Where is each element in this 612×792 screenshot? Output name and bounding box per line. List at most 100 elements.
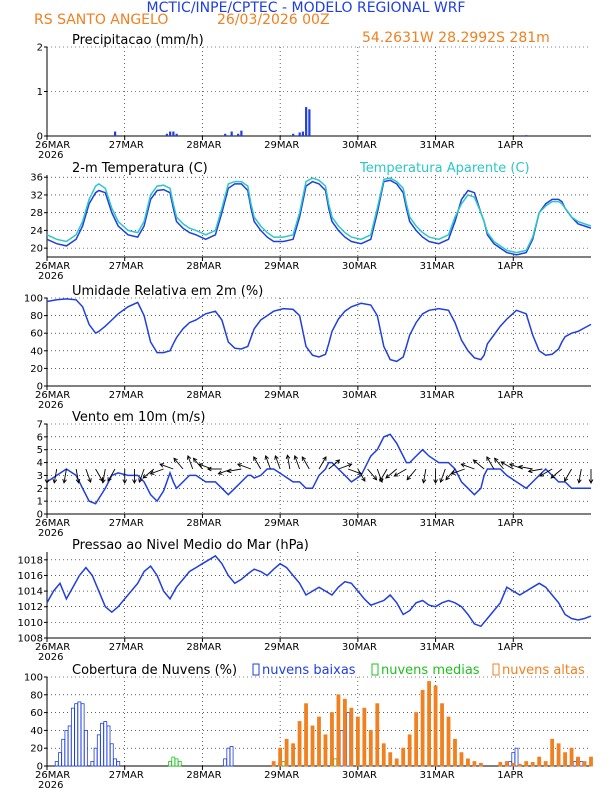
wind-arrow [265, 455, 271, 470]
cloud-ytick-label: 0 [37, 762, 43, 773]
precip-bar [165, 133, 169, 136]
wind-arrow-head [87, 478, 92, 484]
wind-ytick-label: 5 [37, 445, 43, 456]
temp-xtick-label: 29MAR [264, 261, 299, 272]
cloud-bar-orange [317, 716, 321, 767]
rh-xtick-label: 29MAR [264, 390, 299, 401]
cloud-bar-blue [77, 701, 82, 767]
wind-arrow [422, 468, 427, 483]
pres-year-label: 2026 [38, 652, 63, 663]
wind-arrow [367, 468, 377, 481]
wind-arrow [63, 468, 67, 483]
pres-panel: 1008 1010 1012 1014 1016 1018 26MAR 27MAR 28MAR 2… [18, 538, 592, 663]
cloud-ytick-label: 40 [30, 726, 43, 737]
precip-bar [237, 133, 240, 136]
cloud-bar-blue [226, 747, 231, 767]
wind-arrow [193, 457, 203, 470]
wind-arrow [274, 455, 281, 470]
precip-bar [114, 131, 117, 136]
wind-arrow [347, 468, 362, 475]
cloud-bar-orange [278, 747, 283, 767]
cloud-bar-orange [466, 758, 470, 767]
wind-xtick-label: 30MAR [342, 518, 377, 529]
cloud-bar-orange [459, 752, 464, 767]
header-location: RS SANTO ANGELO [34, 12, 168, 28]
pres-series-blue [46, 554, 592, 628]
cloud-bar-blue [80, 703, 85, 767]
temp-series-cyan [46, 177, 592, 254]
wind-arrow-head [62, 478, 67, 484]
cloud-xtick-label: 30MAR [342, 770, 377, 781]
precip-bar [301, 131, 305, 136]
cloud-bar-blue [90, 761, 95, 767]
wind-arrow [461, 463, 475, 470]
wind-arrow [142, 468, 155, 479]
precip-ytick-label: 1 [37, 87, 43, 98]
cloud-bar-green [174, 758, 179, 767]
wind-xtick-label: 28MAR [186, 518, 221, 529]
cloud-legend-swatch [371, 663, 379, 676]
wind-arrow-head [493, 457, 499, 463]
precip-xtick-label: 31MAR [420, 140, 455, 151]
cloud-bar-blue [514, 747, 519, 767]
cloud-bar-blue [113, 758, 117, 767]
wind-arrow-head [527, 468, 533, 474]
wind-arrow-head [322, 456, 327, 461]
precip-bar [175, 133, 178, 136]
rh-title: Umidade Relativa em 2m (%) [72, 284, 263, 299]
temp-xtick-label: 28MAR [186, 261, 221, 272]
cloud-legend-swatch [252, 663, 260, 676]
cloud-bar-orange [530, 762, 535, 767]
pres-title: Pressao ao Nivel Medio do Mar (hPa) [72, 538, 309, 553]
temp-year-label: 2026 [38, 271, 63, 282]
wind-arrow-head [264, 454, 269, 460]
temp-series-blue [46, 179, 592, 256]
cloud-xtick-label: 29MAR [264, 770, 299, 781]
cloud-bar-blue [64, 730, 69, 767]
wind-arrow [107, 468, 116, 482]
cloud-bar-orange [569, 747, 574, 767]
wind-arrow [528, 468, 543, 472]
cloud-bar-orange [440, 703, 444, 767]
cloud-xtick-label: 26MAR [35, 770, 70, 781]
cloud-bar-blue [223, 758, 227, 767]
rh-ytick-label: 100 [24, 294, 43, 305]
cloud-bar-orange [543, 761, 548, 767]
cloud-bar-orange [394, 758, 399, 767]
cloud-bar-orange [388, 752, 393, 767]
wind-ytick-label: 3 [37, 471, 43, 482]
wind-arrow [406, 468, 417, 481]
wind-arrow [473, 459, 485, 470]
wind-arrow [494, 457, 504, 470]
cloud-xtick-label: 27MAR [109, 770, 144, 781]
wind-arrow-head [253, 456, 258, 461]
wind-arrow-head [75, 478, 81, 484]
precip-xtick-label: 30MAR [342, 140, 377, 151]
cloud-bar-orange [271, 761, 276, 767]
wind-arrow [53, 468, 58, 483]
wind-arrow-head [132, 479, 137, 484]
cloud-bar-orange [511, 762, 516, 767]
pres-xtick-label: 1APR [497, 642, 523, 653]
wind-arrow [394, 468, 407, 477]
wind-arrow [486, 456, 495, 470]
wind-arrow-head [379, 477, 384, 482]
cloud-bar-blue [93, 747, 98, 767]
wind-arrow [294, 455, 300, 470]
cloud-xtick-label: 31MAR [420, 770, 455, 781]
cloud-bar-blue [346, 712, 351, 767]
wind-arrow [385, 468, 398, 479]
precip-xtick-label: 1APR [497, 140, 523, 151]
wind-arrow-head [206, 466, 212, 472]
cloud-bar-blue [54, 761, 59, 767]
cloud-bar-orange [582, 761, 587, 767]
cloud-bar-orange [433, 685, 438, 767]
precip-bar [305, 107, 308, 136]
precip-xtick-label: 28MAR [186, 140, 221, 151]
temp-legend-apparent: Temperatura Aparente (C) [359, 161, 530, 176]
wind-arrow-head [539, 472, 545, 477]
wind-arrow-head [217, 470, 223, 475]
precip-xtick-label: 29MAR [264, 140, 299, 151]
wind-arrow [301, 456, 310, 470]
wind-year-label: 2026 [38, 528, 63, 539]
